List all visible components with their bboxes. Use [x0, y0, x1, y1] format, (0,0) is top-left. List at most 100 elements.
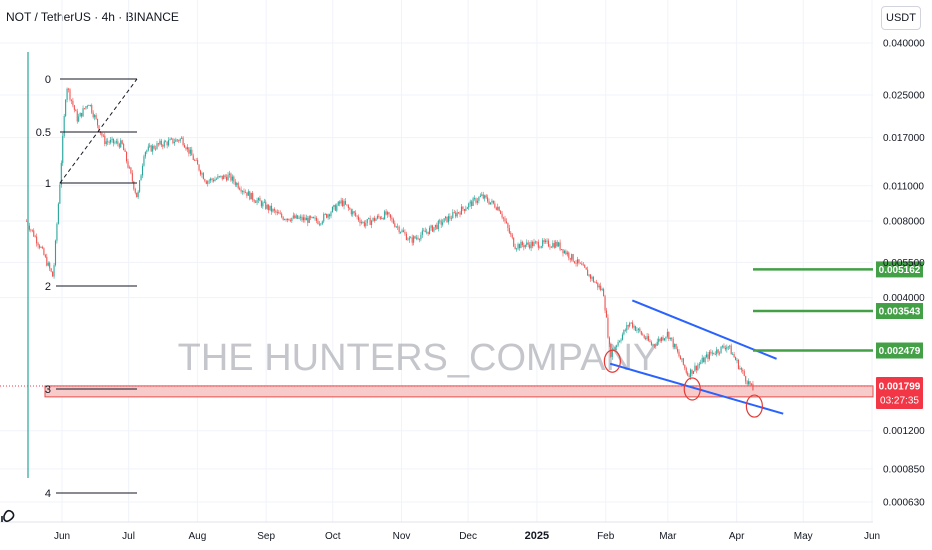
candle-body: [176, 139, 178, 141]
candle-body: [340, 200, 342, 204]
candle-body: [128, 167, 130, 169]
candle-body: [362, 221, 364, 223]
candle-body: [76, 111, 78, 122]
candle-body: [701, 357, 703, 363]
candle-body: [669, 337, 671, 339]
y-tick-label: 0.025000: [883, 90, 925, 101]
candle-body: [282, 217, 284, 220]
candle-body: [31, 229, 33, 231]
tradingview-logo-icon: [1, 509, 15, 523]
candle-body: [294, 215, 296, 219]
touch-point-circle[interactable]: [603, 349, 621, 373]
last-price-label: 0.001799: [879, 381, 921, 392]
wedge-upper-trendline[interactable]: [631, 299, 777, 360]
candle-body: [463, 209, 465, 211]
candle-body: [165, 141, 167, 143]
candle-body: [424, 230, 426, 233]
x-tick-label: Aug: [188, 531, 206, 542]
candle-body: [47, 262, 49, 266]
candle-body: [458, 212, 460, 214]
candle-body: [244, 192, 246, 194]
support-zone-layer: [0, 385, 874, 398]
candle-body: [647, 336, 650, 341]
candle-body: [537, 242, 539, 248]
candle-body: [320, 223, 322, 225]
candle-body: [508, 227, 510, 233]
y-tick-label: 0.011000: [883, 181, 924, 192]
candle-body: [38, 245, 41, 248]
candle-body: [263, 201, 265, 203]
x-tick-label: Nov: [393, 531, 411, 542]
candle-body: [497, 206, 499, 210]
candle-body: [317, 220, 319, 224]
y-tick-label: 0.040000: [883, 39, 925, 50]
candle-body: [123, 143, 125, 151]
candle-body: [56, 223, 58, 241]
candle-body: [66, 88, 68, 101]
candle-body: [28, 225, 30, 230]
candle-body: [149, 145, 151, 147]
candle-body: [247, 191, 249, 196]
x-tick-label: Feb: [597, 531, 615, 542]
candle-body: [372, 217, 374, 221]
candle-body: [724, 347, 726, 350]
candle-body: [323, 214, 325, 222]
candle-body: [108, 141, 110, 143]
candle-body: [540, 246, 542, 248]
candle-body: [376, 215, 378, 219]
candle-body: [169, 139, 171, 141]
candle-body: [54, 240, 57, 266]
candle-body: [627, 325, 629, 327]
candle-body: [246, 192, 248, 196]
candle-body: [371, 220, 373, 225]
candle-body: [86, 105, 88, 107]
candle-body: [655, 345, 657, 347]
wedge-lower-trendline[interactable]: [609, 362, 784, 415]
candle-body: [653, 344, 655, 346]
candle-body: [228, 173, 231, 175]
candle-body: [688, 375, 690, 377]
candle-body: [594, 281, 596, 283]
candle-body: [668, 331, 670, 339]
candle-body: [360, 222, 362, 224]
candle-body: [516, 248, 518, 250]
candle-body: [395, 226, 397, 228]
candle-body: [681, 358, 683, 360]
candle-body: [614, 347, 616, 350]
candle-body: [236, 182, 238, 185]
candle-body: [418, 239, 420, 240]
candle-body: [560, 249, 563, 250]
touch-point-circle[interactable]: [683, 377, 701, 401]
candle-body: [568, 252, 570, 259]
candle-body: [114, 142, 116, 144]
candle-body: [671, 337, 673, 339]
candle-body: [96, 118, 99, 126]
candle-body: [363, 221, 365, 227]
candle-body: [460, 206, 463, 215]
candle-body: [697, 365, 699, 371]
currency-unit-button[interactable]: USDT: [881, 6, 921, 30]
candle-body: [730, 345, 732, 355]
candle-body: [181, 137, 183, 139]
candle-body: [359, 220, 361, 224]
candle-body: [726, 346, 728, 350]
candle-body: [214, 179, 216, 182]
x-tick-label: Apr: [729, 531, 745, 542]
candle-body: [449, 216, 451, 219]
candle-body: [285, 219, 287, 221]
candle-body: [404, 232, 406, 234]
candle-body: [278, 212, 280, 214]
candle-body: [743, 371, 745, 376]
candle-body: [188, 147, 190, 154]
candle-body: [375, 218, 377, 221]
candle-body: [146, 150, 148, 153]
candle-body: [446, 216, 448, 223]
support-zone-box[interactable]: [44, 385, 874, 398]
candle-body: [429, 227, 431, 234]
touch-point-circle[interactable]: [745, 394, 763, 418]
candle-body: [605, 310, 608, 318]
candle-body: [505, 221, 507, 224]
candle-body: [672, 338, 674, 348]
candle-body: [552, 243, 554, 247]
